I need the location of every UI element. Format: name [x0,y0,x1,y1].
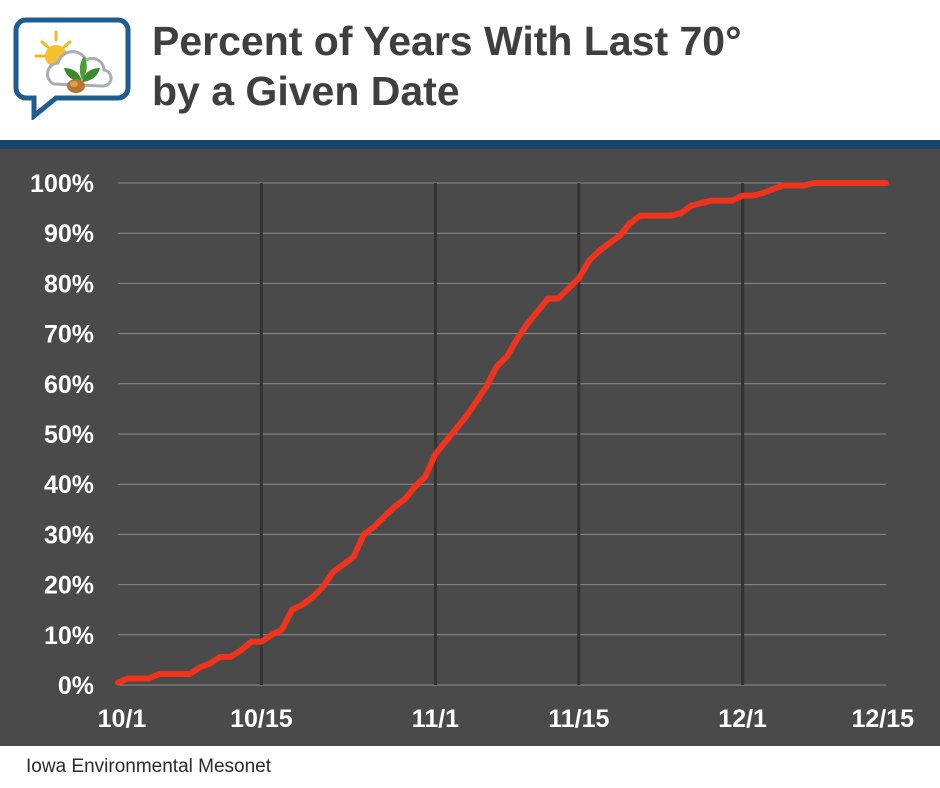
y-tick-label: 80% [44,270,94,298]
y-tick-label: 60% [44,371,94,399]
mesonet-logo-icon [13,17,131,120]
line-chart: 0% 10% 20% 30% 40% 50% 60% 70% 80% 90% 100% 10/1 10… [0,149,940,746]
x-tick-label: 10/15 [230,705,293,733]
title-line-1: Percent of Years With Last 70° [152,18,742,64]
chart-title: Percent of Years With Last 70° by a Give… [152,16,742,116]
x-tick-label: 12/1 [718,705,767,733]
x-tick-label: 10/1 [98,705,147,733]
y-tick-label: 20% [44,572,94,600]
y-tick-label: 10% [44,622,94,650]
y-tick-label: 70% [44,321,94,349]
x-tick-label: 11/1 [412,705,459,733]
y-tick-label: 90% [44,220,94,248]
title-line-2: by a Given Date [152,68,460,114]
series-line [115,180,889,686]
footer: Iowa Environmental Mesonet [0,746,940,788]
x-tick-label: 12/15 [851,705,914,733]
header-rule [0,140,940,149]
y-tick-label: 100% [30,170,94,198]
y-tick-label: 40% [44,471,94,499]
plot-background [0,149,940,746]
header: Percent of Years With Last 70° by a Give… [0,0,940,140]
source-label: Iowa Environmental Mesonet [26,756,272,777]
y-tick-label: 0% [58,672,94,700]
y-tick-label: 50% [44,421,94,449]
y-tick-label: 30% [44,521,94,549]
x-tick-label: 11/15 [548,705,609,733]
